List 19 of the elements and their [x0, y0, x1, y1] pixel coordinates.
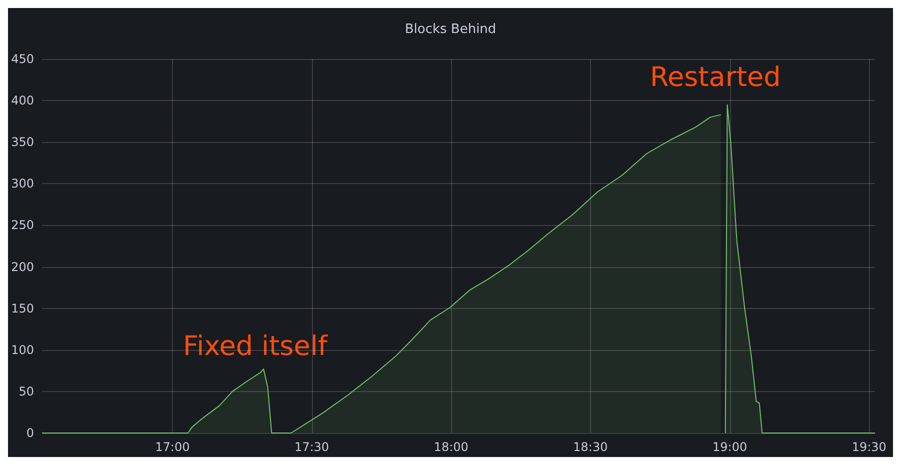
x-tick-label: 17:00: [155, 440, 190, 454]
y-tick-label: 50: [18, 384, 34, 398]
x-tick-label: 18:00: [434, 440, 468, 454]
annotation: Fixed itself: [183, 331, 329, 362]
x-tick-label: 17:30: [294, 440, 330, 454]
y-tick-label: 400: [11, 94, 34, 108]
y-tick-label: 250: [11, 218, 34, 232]
x-tick-label: 18:30: [573, 440, 608, 454]
y-tick-label: 100: [11, 342, 34, 357]
x-tick-label: 19:30: [852, 440, 886, 454]
chart-title: Blocks Behind: [404, 22, 496, 37]
y-tick-label: 200: [11, 260, 34, 274]
x-tick-label: 19:00: [712, 440, 748, 454]
y-tick-label: 350: [11, 135, 34, 150]
y-tick-label: 0: [26, 426, 34, 440]
y-tick-label: 450: [11, 52, 34, 66]
y-tick-label: 150: [11, 301, 34, 316]
y-tick-label: 300: [11, 176, 34, 191]
annotation: Restarted: [650, 62, 781, 93]
